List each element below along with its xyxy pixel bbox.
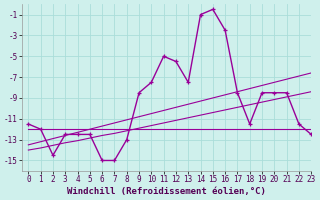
X-axis label: Windchill (Refroidissement éolien,°C): Windchill (Refroidissement éolien,°C) <box>67 187 266 196</box>
